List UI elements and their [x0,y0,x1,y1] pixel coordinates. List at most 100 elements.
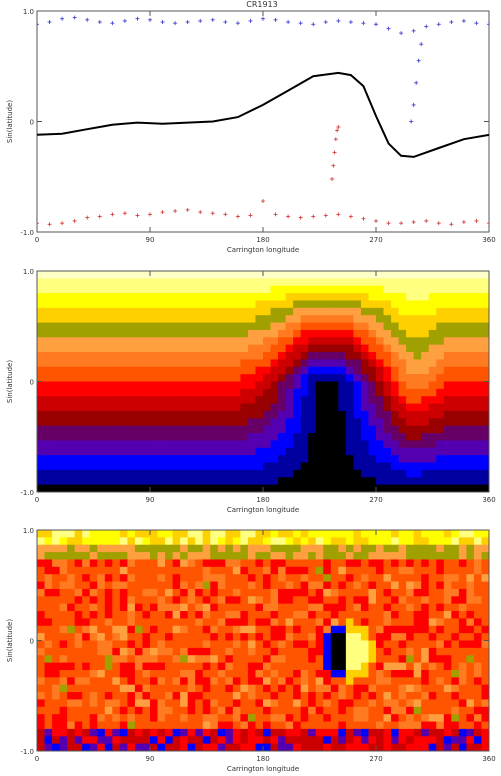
heatmap-cell-2-8-55 [451,588,460,597]
heatmap-cell-2-2-18 [172,544,181,553]
heatmap-cell-2-20-14 [142,677,151,686]
heatmap-cell-2-27-56 [458,728,467,737]
heatmap-cell-1-13-51 [421,366,430,375]
heatmap-cell-1-26-46 [383,462,392,471]
heatmap-cell-2-26-59 [481,721,490,730]
heatmap-cell-2-2-27 [240,544,249,553]
heatmap-cell-2-24-33 [285,706,294,715]
heatmap-cell-1-0-11 [119,271,128,279]
heatmap-cell-2-3-21 [195,552,204,560]
heatmap-cell-2-4-13 [134,559,143,568]
heatmap-cell-1-2-31 [270,285,279,294]
heatmap-cell-1-11-38 [323,352,332,360]
heatmap-cell-1-24-0 [37,447,45,456]
heatmap-cell-2-5-5 [74,566,83,575]
heatmap-cell-1-15-49 [406,381,415,390]
heatmap-cell-2-16-2 [52,647,60,656]
heatmap-cell-1-5-42 [353,307,362,316]
heatmap-cell-1-27-57 [466,469,475,478]
heatmap-cell-1-27-47 [391,469,399,478]
heatmap-cell-2-7-33 [285,581,294,590]
heatmap-cell-1-21-14 [142,425,151,434]
heatmap-cell-1-20-44 [368,418,377,427]
heatmap-cell-1-12-22 [202,359,211,368]
heatmap-cell-2-1-46 [383,537,392,546]
heatmap-cell-2-0-31 [270,530,279,538]
heatmap-cell-1-2-21 [195,285,204,294]
heatmap-cell-2-29-17 [165,743,173,752]
heatmap-cell-1-19-52 [428,410,437,419]
heatmap-cell-2-1-9 [104,537,113,546]
heatmap-cell-2-1-6 [82,537,91,546]
heatmap-cell-1-22-52 [428,433,437,441]
heatmap-cell-2-6-37 [315,574,324,582]
heatmap-cell-1-2-28 [247,285,256,294]
heatmap-cell-1-26-35 [300,462,309,471]
heatmap-cell-2-6-2 [52,574,60,582]
heatmap-cell-2-26-49 [406,721,415,730]
heatmap-cell-2-24-7 [89,706,98,715]
heatmap-cell-2-11-46 [383,611,392,619]
heatmap-cell-1-8-24 [217,329,226,338]
heatmap-cell-1-23-30 [263,440,271,449]
heatmap-cell-2-23-49 [406,699,415,708]
heatmap-cell-1-0-4 [67,271,76,279]
heatmap-cell-2-29-51 [421,743,430,752]
point-1-30 [411,28,416,33]
point-2-29 [399,221,404,226]
heatmap-cell-1-21-29 [255,425,264,434]
heatmap-cell-1-24-30 [263,447,271,456]
heatmap-cell-1-25-27 [240,455,249,463]
heatmap-cell-1-16-20 [187,388,196,397]
heatmap-cell-2-0-1 [44,530,53,538]
heatmap-cell-1-16-48 [398,388,407,397]
heatmap-cell-1-11-28 [247,352,256,360]
heatmap-cell-2-22-55 [451,692,460,700]
heatmap-cell-1-23-21 [195,440,204,449]
heatmap-cell-2-22-51 [421,692,430,700]
heatmap-cell-2-3-44 [368,552,377,560]
heatmap-cell-1-7-26 [232,322,241,331]
heatmap-cell-2-23-4 [67,699,76,708]
heatmap-cell-2-12-44 [368,618,377,627]
heatmap-cell-2-25-18 [172,714,181,722]
heatmap-cell-2-19-50 [413,669,422,678]
heatmap-cell-2-17-34 [293,655,302,663]
heatmap-cell-2-24-4 [67,706,76,715]
heatmap-cell-1-23-12 [127,440,136,449]
heatmap-cell-2-15-9 [104,640,113,649]
heatmap-cell-2-22-20 [187,692,196,700]
heatmap-cell-2-9-34 [293,596,302,605]
heatmap-cell-2-17-52 [428,655,437,663]
heatmap-cell-1-24-42 [353,447,362,456]
heatmap-cell-2-15-7 [89,640,98,649]
heatmap-cell-1-23-20 [187,440,196,449]
heatmap-cell-2-0-54 [443,530,452,538]
heatmap-cell-2-7-54 [443,581,452,590]
heatmap-cell-2-23-40 [338,699,347,708]
heatmap-cell-1-7-6 [82,322,91,331]
heatmap-cell-2-4-44 [368,559,377,568]
heatmap-cell-2-10-9 [104,603,113,612]
heatmap-cell-2-9-32 [278,596,286,605]
heatmap-cell-1-1-26 [232,278,241,287]
heatmap-cell-1-22-45 [376,433,384,441]
heatmap-cell-1-6-18 [172,315,181,323]
heatmap-cell-2-12-51 [421,618,430,627]
heatmap-cell-2-14-21 [195,633,204,641]
heatmap-cell-1-15-36 [308,381,317,390]
heatmap-cell-2-3-45 [376,552,384,560]
heatmap-cell-1-13-30 [263,366,271,375]
heatmap-cell-1-5-16 [157,307,166,316]
heatmap-cell-1-9-39 [330,337,339,346]
heatmap-cell-2-4-31 [270,559,279,568]
heatmap-cell-2-14-20 [187,633,196,641]
heatmap-cell-1-16-53 [436,388,445,397]
heatmap-cell-2-3-22 [202,552,211,560]
heatmap-cell-1-9-43 [360,337,369,346]
heatmap-cell-2-22-17 [165,692,173,700]
heatmap-cell-2-29-56 [458,743,467,752]
heatmap-cell-2-2-53 [436,544,445,553]
heatmap-cell-2-29-52 [428,743,437,752]
heatmap-cell-2-17-9 [104,655,113,663]
